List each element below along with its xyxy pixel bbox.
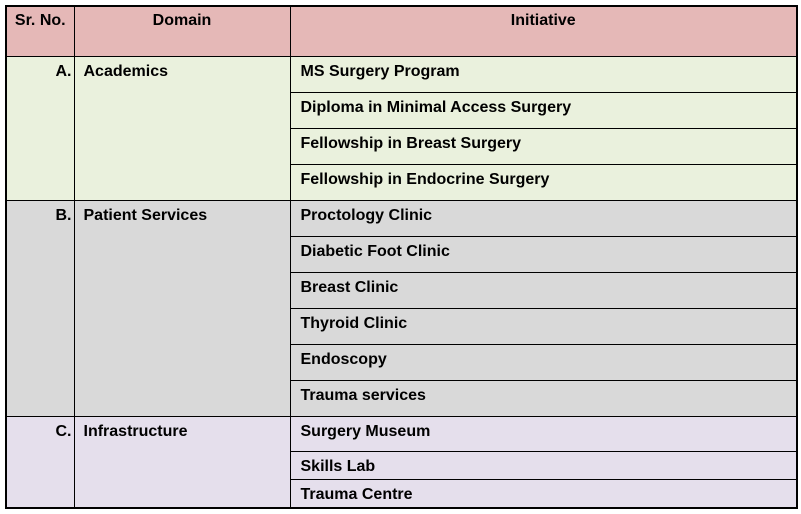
initiative-cell: Surgery Museum	[289, 415, 798, 452]
header-sr-no: Sr. No.	[5, 5, 75, 57]
initiative-cell: Breast Clinic	[289, 271, 798, 309]
initiatives-table: Sr. No. Domain Initiative A. Academics M…	[5, 5, 798, 509]
sr-cell-infrastructure: C.	[5, 415, 75, 508]
table-row: Fellowship in Breast Surgery	[6, 127, 798, 165]
initiative-cell: Thyroid Clinic	[289, 307, 798, 345]
table-row: B. Patient Services Proctology Clinic	[5, 199, 798, 417]
initiative-cell: Trauma Centre	[289, 478, 798, 508]
table-row: Breast Clinic	[6, 271, 798, 309]
domain-cell-academics: Academics	[73, 55, 291, 201]
initiative-cell: Skills Lab	[289, 450, 798, 480]
table-row: Diabetic Foot Clinic	[6, 235, 798, 273]
initiative-cell: Diploma in Minimal Access Surgery	[289, 91, 798, 129]
initiative-cell: Fellowship in Breast Surgery	[289, 127, 798, 165]
table-row: Trauma Centre	[6, 478, 798, 508]
header-initiative: Initiative	[289, 5, 798, 57]
table-row: Diploma in Minimal Access Surgery	[6, 91, 798, 129]
initiative-cell: Trauma services	[289, 379, 798, 417]
sr-cell-patient-services: B.	[5, 199, 75, 417]
header-row: Sr. No. Domain Initiative	[5, 5, 798, 57]
initiative-cell: Endoscopy	[289, 343, 798, 381]
initiative-cell: MS Surgery Program	[289, 55, 798, 93]
table-row: Skills Lab	[6, 450, 798, 480]
domain-cell-patient-services: Patient Services	[73, 199, 291, 417]
initiative-cell: Diabetic Foot Clinic	[289, 235, 798, 273]
table-row: Trauma services	[6, 379, 798, 417]
sr-cell-academics: A.	[5, 55, 75, 201]
table-row: C. Infrastructure Surgery Museum	[5, 415, 798, 508]
table-row: A. Academics MS Surgery Program	[5, 55, 798, 201]
initiative-cell: Fellowship in Endocrine Surgery	[289, 163, 798, 201]
table-row: Endoscopy	[6, 343, 798, 381]
initiative-cell: Proctology Clinic	[289, 199, 798, 237]
header-domain: Domain	[73, 5, 291, 57]
table-row: Thyroid Clinic	[6, 307, 798, 345]
domain-cell-infrastructure: Infrastructure	[73, 415, 291, 508]
